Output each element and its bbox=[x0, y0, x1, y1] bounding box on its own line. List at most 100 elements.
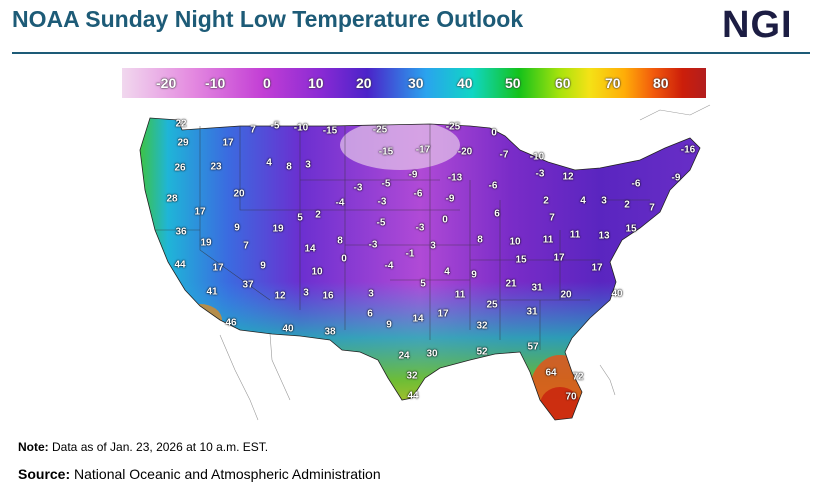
temperature-value-label: 16 bbox=[322, 290, 334, 302]
temperature-value-label: -25 bbox=[445, 121, 461, 133]
temperature-value-label: -4 bbox=[384, 260, 394, 272]
temperature-value-label: -5 bbox=[376, 217, 386, 229]
source-body: National Oceanic and Atmospheric Adminis… bbox=[70, 466, 381, 482]
temperature-value-label: 32 bbox=[406, 370, 418, 382]
temperature-value-label: 21 bbox=[505, 278, 517, 290]
temperature-value-label: 3 bbox=[430, 240, 436, 252]
temperature-value-label: 5 bbox=[297, 212, 303, 224]
temperature-value-label: 25 bbox=[486, 299, 498, 311]
legend-tick: -10 bbox=[205, 75, 226, 91]
temperature-value-label: 36 bbox=[175, 226, 187, 238]
temperature-value-label: -10 bbox=[293, 122, 309, 134]
temperature-value-label: -16 bbox=[680, 144, 696, 156]
temperature-value-label: 9 bbox=[471, 269, 477, 281]
temperature-value-label: 46 bbox=[225, 317, 237, 329]
temperature-value-label: 6 bbox=[494, 208, 500, 220]
temperature-value-label: 9 bbox=[234, 222, 240, 234]
temperature-value-label: 29 bbox=[177, 137, 189, 149]
temperature-value-label: 22 bbox=[175, 118, 187, 130]
temperature-value-label: 14 bbox=[304, 243, 316, 255]
temperature-value-label: 7 bbox=[549, 212, 555, 224]
temperature-value-label: -9 bbox=[671, 172, 681, 184]
temperature-value-label: 7 bbox=[243, 240, 249, 252]
us-temperature-map bbox=[139, 104, 711, 421]
temperature-value-label: -6 bbox=[488, 180, 498, 192]
temperature-value-label: 17 bbox=[553, 252, 565, 264]
temperature-value-label: 12 bbox=[562, 171, 574, 183]
temperature-value-label: -6 bbox=[413, 188, 423, 200]
temperature-value-label: 2 bbox=[624, 199, 630, 211]
temperature-value-label: -3 bbox=[377, 196, 387, 208]
temperature-value-label: 40 bbox=[611, 288, 623, 300]
temperature-value-label: 15 bbox=[515, 254, 527, 266]
temperature-value-label: -5 bbox=[381, 178, 391, 190]
temperature-value-label: 10 bbox=[311, 266, 323, 278]
temperature-value-label: 9 bbox=[386, 319, 392, 331]
temperature-value-label: 40 bbox=[282, 323, 294, 335]
temperature-value-label: 11 bbox=[569, 229, 581, 241]
temperature-value-label: 70 bbox=[565, 391, 577, 403]
temperature-value-label: 20 bbox=[560, 289, 572, 301]
note-body: Data as of Jan. 23, 2026 at 10 a.m. EST. bbox=[48, 440, 269, 454]
legend-tick: 60 bbox=[555, 75, 571, 91]
temperature-value-label: 4 bbox=[580, 195, 586, 207]
temperature-value-label: 7 bbox=[250, 124, 256, 136]
temperature-value-label: 2 bbox=[315, 209, 321, 221]
temperature-value-label: 38 bbox=[324, 326, 336, 338]
ngi-logo: NGI bbox=[722, 4, 793, 46]
legend-tick: 10 bbox=[308, 75, 324, 91]
temperature-value-label: 17 bbox=[437, 308, 449, 320]
temperature-value-label: -4 bbox=[335, 197, 345, 209]
temperature-value-label: -7 bbox=[499, 149, 509, 161]
temperature-value-label: -15 bbox=[322, 125, 338, 137]
temperature-value-label: 13 bbox=[598, 230, 610, 242]
temperature-value-label: -25 bbox=[372, 124, 388, 136]
temperature-value-label: 44 bbox=[174, 259, 186, 271]
title-divider bbox=[12, 52, 810, 54]
legend-tick: 50 bbox=[505, 75, 521, 91]
temperature-value-label: -3 bbox=[535, 168, 545, 180]
temperature-value-label: 57 bbox=[527, 341, 539, 353]
temperature-value-label: -9 bbox=[445, 193, 455, 205]
temperature-value-label: 4 bbox=[444, 266, 450, 278]
temperature-value-label: 10 bbox=[509, 236, 521, 248]
temperature-value-label: 8 bbox=[286, 161, 292, 173]
temperature-value-label: -17 bbox=[415, 144, 431, 156]
temperature-value-label: 9 bbox=[260, 260, 266, 272]
temperature-value-label: 37 bbox=[242, 279, 254, 291]
temperature-value-label: -3 bbox=[415, 222, 425, 234]
temperature-value-label: 14 bbox=[412, 313, 424, 325]
temperature-color-legend bbox=[122, 68, 706, 98]
legend-tick: 70 bbox=[605, 75, 621, 91]
temperature-value-label: 64 bbox=[545, 367, 557, 379]
temperature-value-label: 17 bbox=[222, 137, 234, 149]
temperature-value-label: -3 bbox=[368, 239, 378, 251]
temperature-value-label: -3 bbox=[353, 182, 363, 194]
temperature-value-label: 8 bbox=[337, 235, 343, 247]
legend-tick: 20 bbox=[356, 75, 372, 91]
temperature-value-label: 0 bbox=[442, 214, 448, 226]
temperature-value-label: 6 bbox=[367, 308, 373, 320]
temperature-value-label: 24 bbox=[398, 350, 410, 362]
temperature-value-label: -6 bbox=[631, 178, 641, 190]
temperature-value-label: 19 bbox=[200, 237, 212, 249]
temperature-value-label: 32 bbox=[476, 320, 488, 332]
temperature-value-label: 31 bbox=[526, 306, 538, 318]
temperature-value-label: 20 bbox=[233, 188, 245, 200]
temperature-value-label: 11 bbox=[454, 289, 466, 301]
temperature-value-label: 30 bbox=[426, 348, 438, 360]
temperature-value-label: 44 bbox=[407, 390, 419, 402]
temperature-value-label: 3 bbox=[601, 195, 607, 207]
temperature-value-label: 3 bbox=[303, 287, 309, 299]
temperature-value-label: -9 bbox=[408, 169, 418, 181]
temperature-value-label: 5 bbox=[420, 278, 426, 290]
temperature-value-label: 4 bbox=[266, 157, 272, 169]
source-text: Source: National Oceanic and Atmospheric… bbox=[18, 466, 381, 482]
temperature-value-label: 23 bbox=[210, 161, 222, 173]
temperature-value-label: 3 bbox=[305, 159, 311, 171]
temperature-value-label: 2 bbox=[543, 195, 549, 207]
temperature-value-label: 11 bbox=[542, 234, 554, 246]
note-text: Note: Data as of Jan. 23, 2026 at 10 a.m… bbox=[18, 440, 268, 454]
temperature-value-label: 41 bbox=[206, 286, 218, 298]
temperature-value-label: 72 bbox=[572, 371, 584, 383]
